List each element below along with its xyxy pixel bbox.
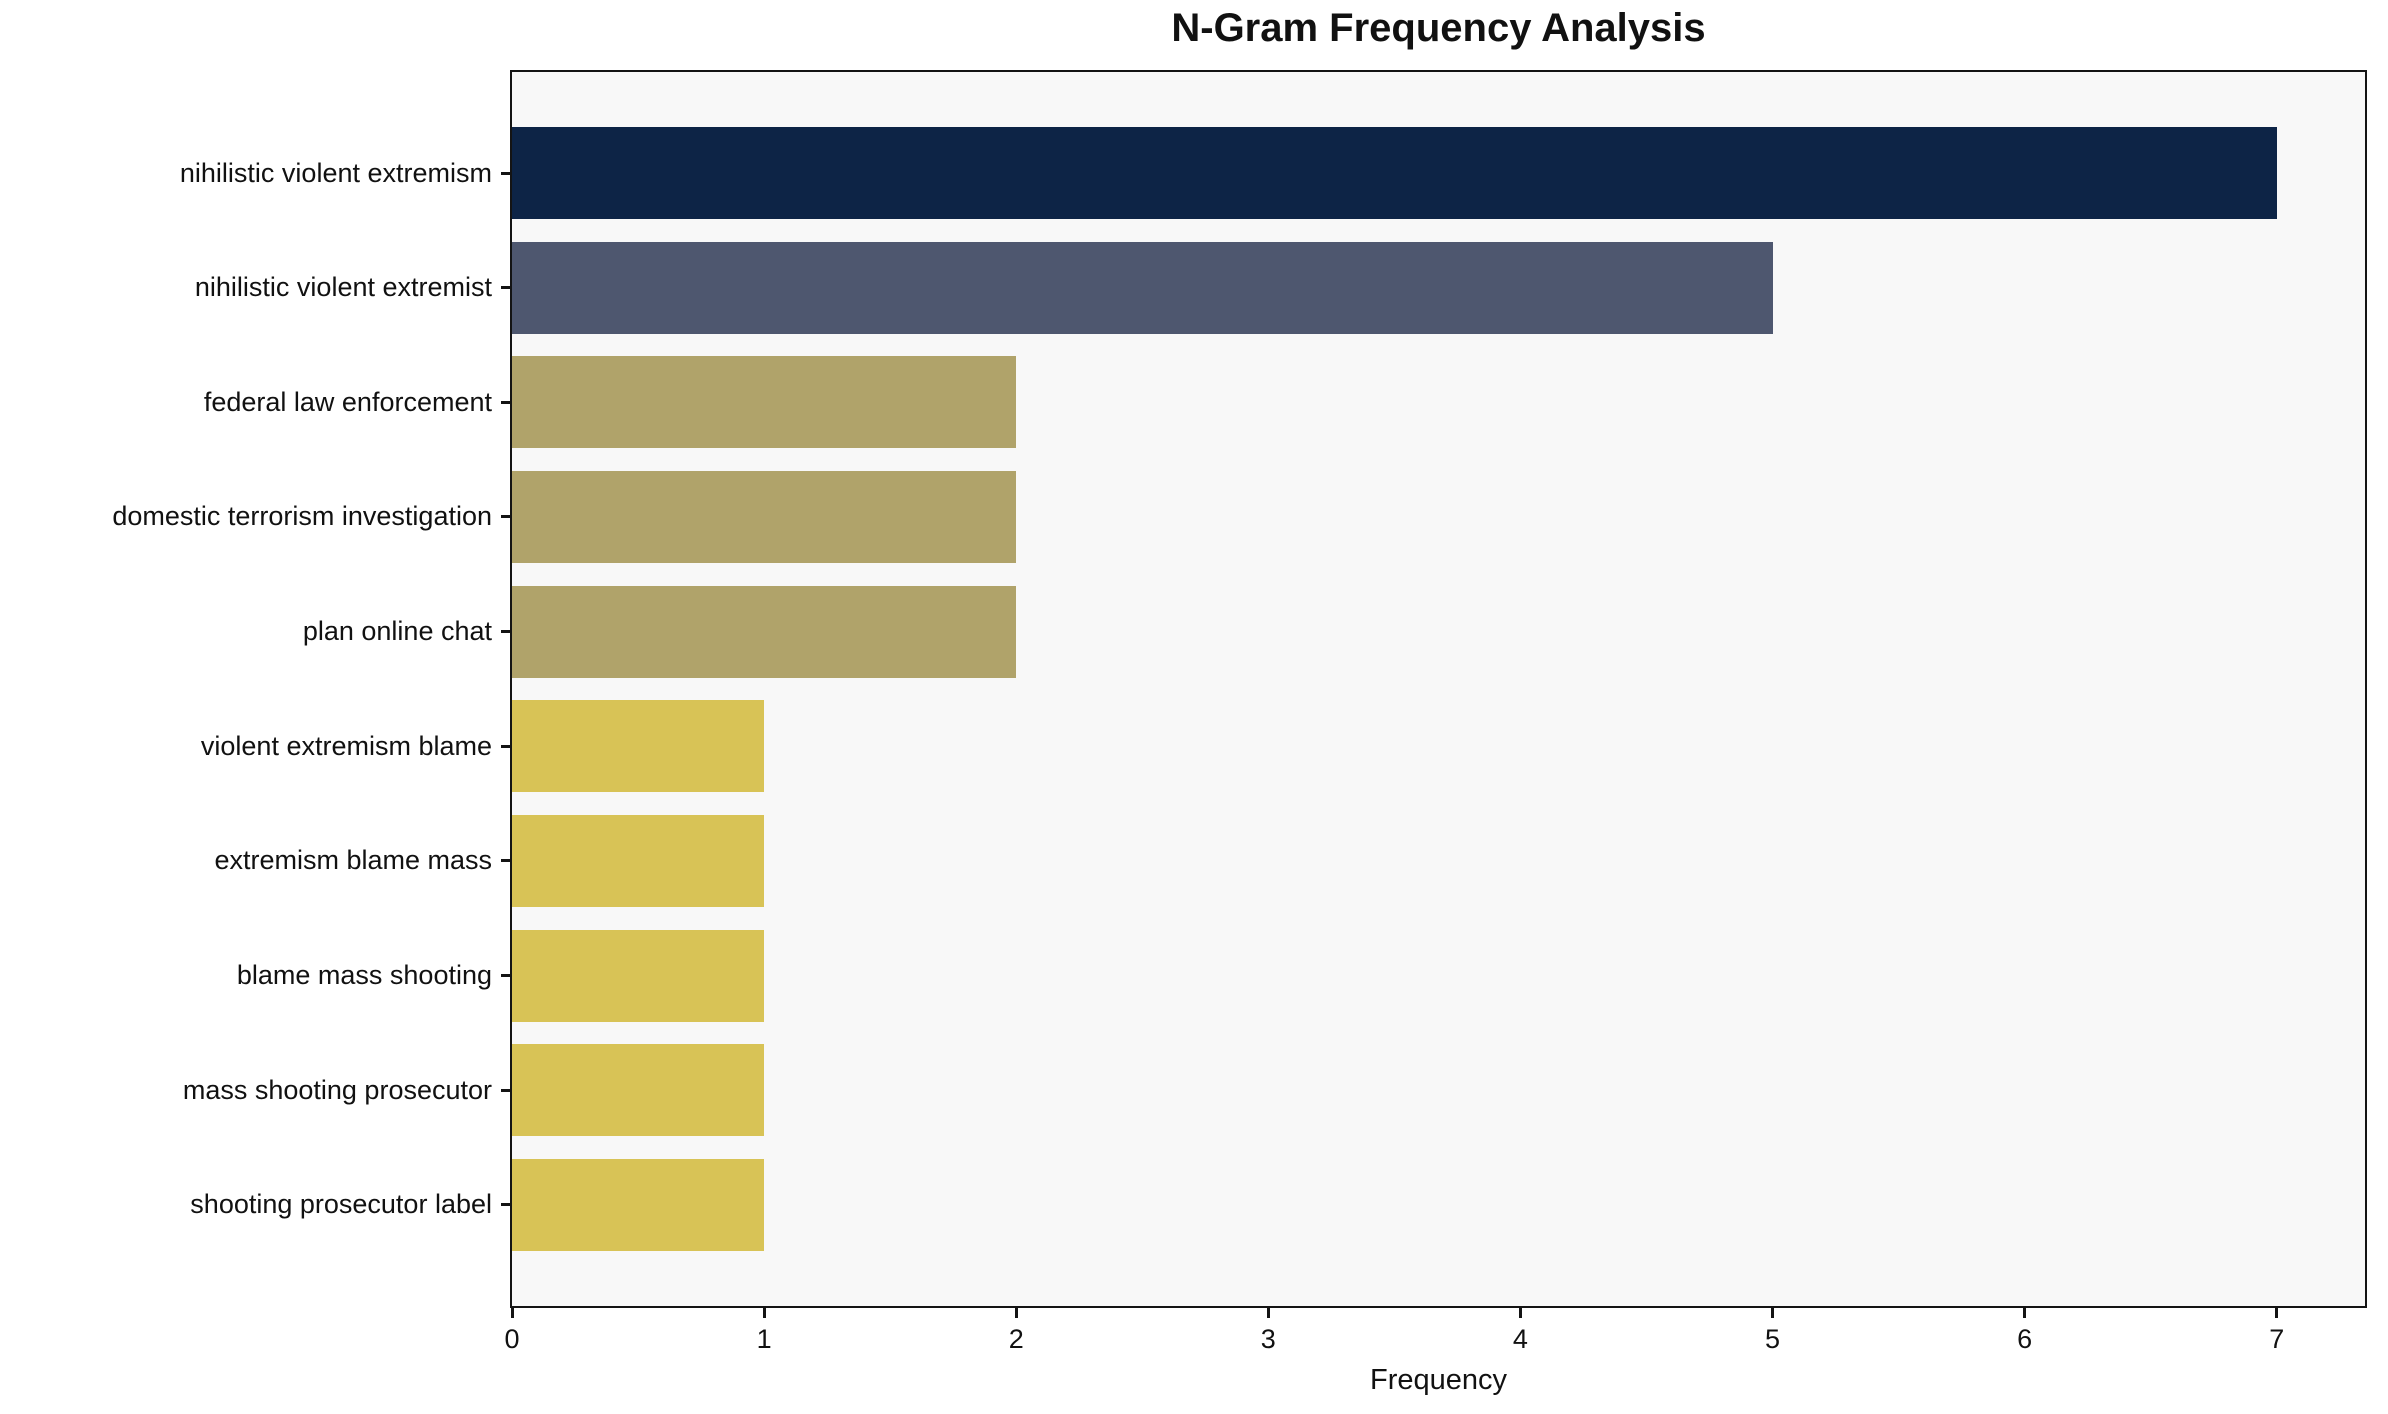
y-tick-label: federal law enforcement: [203, 386, 492, 417]
chart-title: N-Gram Frequency Analysis: [1171, 6, 1706, 50]
y-category-row: nihilistic violent extremist: [0, 242, 510, 334]
bar-6: [512, 814, 765, 907]
bar-row: [512, 1044, 2365, 1137]
bar-row: [512, 127, 2365, 219]
y-tick-label: shooting prosecutor label: [190, 1189, 492, 1220]
x-tick-label: 7: [2269, 1324, 2285, 1354]
plot-area: [510, 70, 2367, 1308]
y-tick-mark: [501, 859, 510, 863]
bar-8: [512, 1044, 765, 1137]
y-tick-mark: [501, 171, 510, 175]
bar-row: [512, 585, 2365, 678]
x-tick-mark: [510, 1308, 514, 1318]
y-tick-label: domestic terrorism investigation: [112, 501, 492, 532]
bars-container: [512, 72, 2365, 1306]
y-category-row: shooting prosecutor label: [0, 1159, 510, 1251]
y-tick-mark: [501, 1088, 510, 1092]
y-category-row: blame mass shooting: [0, 930, 510, 1022]
x-tick-label: 2: [1008, 1324, 1024, 1354]
y-tick-mark: [501, 744, 510, 748]
x-tick-label: 4: [1512, 1324, 1528, 1354]
x-tick-mark: [762, 1308, 766, 1318]
x-tick-label: 1: [756, 1324, 772, 1354]
x-tick-label: 6: [2017, 1324, 2033, 1354]
y-tick-mark: [501, 630, 510, 634]
y-tick-label: plan online chat: [302, 616, 492, 647]
x-axis: 0 1 2 3 4 5 6 7: [504, 1308, 2365, 1368]
bar-4: [512, 585, 1017, 678]
y-category-row: federal law enforcement: [0, 356, 510, 448]
bar-row: [512, 929, 2365, 1022]
bar-7: [512, 929, 765, 1022]
x-tick-mark: [1014, 1308, 1018, 1318]
bar-1: [512, 241, 1773, 334]
y-category-row: extremism blame mass: [0, 815, 510, 907]
y-tick-label: violent extremism blame: [200, 730, 492, 761]
y-category-row: plan online chat: [0, 586, 510, 678]
y-category-row: nihilistic violent extremism: [0, 127, 510, 219]
x-tick-mark: [1266, 1308, 1270, 1318]
y-tick-mark: [501, 1203, 510, 1207]
x-tick-label: 0: [504, 1324, 520, 1354]
y-category-row: mass shooting prosecutor: [0, 1044, 510, 1136]
y-tick-label: nihilistic violent extremism: [179, 157, 492, 188]
x-tick-label: 3: [1260, 1324, 1276, 1354]
y-tick-label: blame mass shooting: [236, 960, 492, 991]
y-tick-mark: [501, 400, 510, 404]
bar-row: [512, 356, 2365, 449]
bar-row: [512, 700, 2365, 793]
bar-0: [512, 127, 2277, 219]
bar-row: [512, 1158, 2365, 1251]
x-axis-label: Frequency: [1369, 1364, 1507, 1396]
y-tick-mark: [501, 974, 510, 978]
x-tick-mark: [1518, 1308, 1522, 1318]
bar-row: [512, 814, 2365, 907]
x-tick-label: 5: [1765, 1324, 1781, 1354]
y-tick-mark: [501, 286, 510, 290]
y-axis-labels: nihilistic violent extremism nihilistic v…: [0, 72, 510, 1306]
y-tick-mark: [501, 515, 510, 519]
y-category-row: violent extremism blame: [0, 700, 510, 792]
bar-2: [512, 356, 1017, 449]
bar-9: [512, 1158, 765, 1251]
y-tick-label: nihilistic violent extremist: [194, 272, 492, 303]
x-tick-mark: [1771, 1308, 1775, 1318]
x-tick-mark: [2275, 1308, 2279, 1318]
bar-3: [512, 470, 1017, 563]
y-category-row: domestic terrorism investigation: [0, 471, 510, 563]
bar-5: [512, 700, 765, 793]
x-tick-mark: [2023, 1308, 2027, 1318]
bar-row: [512, 470, 2365, 563]
y-tick-label: mass shooting prosecutor: [182, 1074, 492, 1105]
bar-row: [512, 241, 2365, 334]
y-tick-label: extremism blame mass: [214, 845, 492, 876]
